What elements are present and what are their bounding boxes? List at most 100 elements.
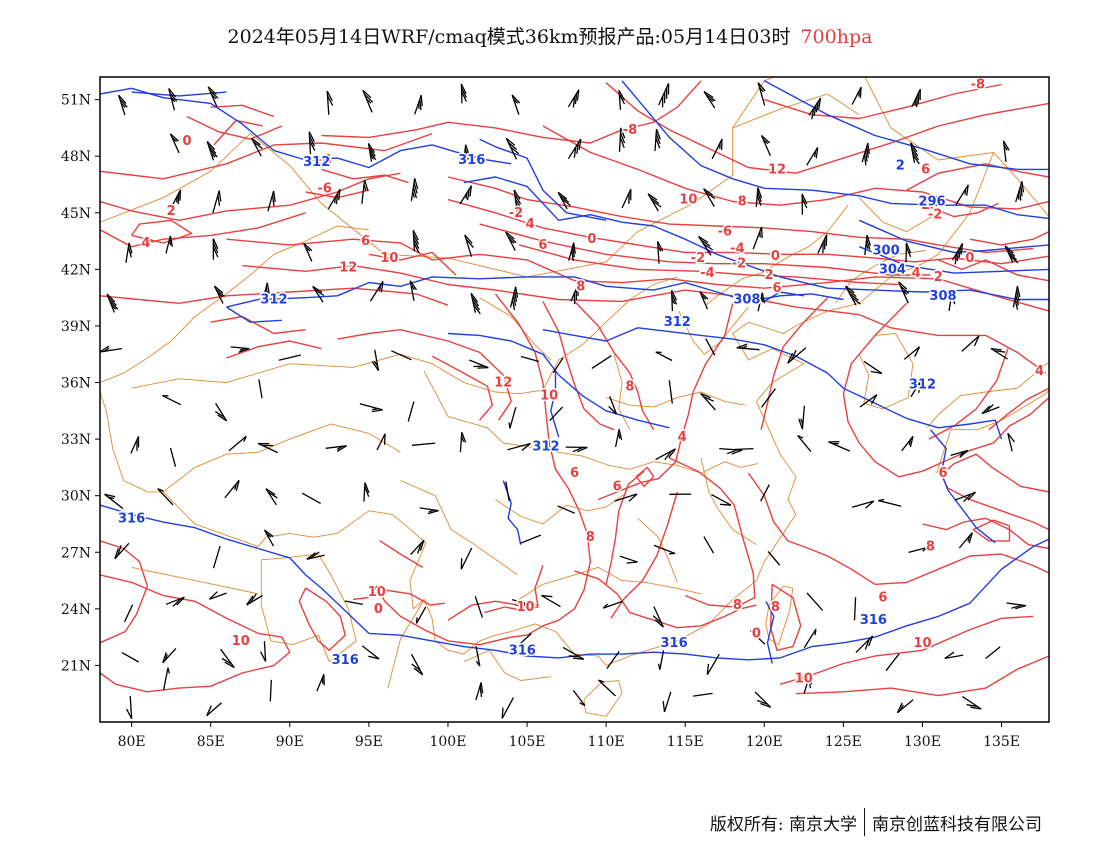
boundary-line <box>400 480 518 576</box>
wind-barb <box>258 442 278 454</box>
temperature-label: 4 <box>141 236 150 251</box>
wind-barb <box>224 479 240 499</box>
geopotential-isoline <box>763 80 1049 171</box>
wind-barb <box>955 184 969 205</box>
temperature-label: 2 <box>934 270 943 285</box>
temperature-isoline <box>186 115 283 140</box>
temperature-isoline <box>479 223 931 276</box>
wind-barb <box>316 674 325 692</box>
wind-barb <box>505 137 520 160</box>
boundary-line <box>993 152 1049 217</box>
wind-barb <box>325 445 347 452</box>
wind-barb <box>106 293 119 313</box>
lon-tick-label: 130E <box>904 734 941 750</box>
temperature-label: -2 <box>928 208 942 223</box>
wind-barb <box>606 651 620 669</box>
wind-barb <box>269 679 272 702</box>
wind-barb <box>362 89 374 113</box>
wind-barb <box>371 349 380 371</box>
lon-tick-label: 110E <box>588 734 625 750</box>
boundary-line <box>495 493 626 525</box>
temperature-isoline <box>605 82 1049 174</box>
boundary-line <box>100 391 259 548</box>
wind-barb <box>905 242 912 263</box>
lat-tick-label: 42N <box>61 262 91 278</box>
wind-barb <box>511 94 521 115</box>
temperature-isoline <box>747 472 1049 585</box>
wind-barb <box>700 392 716 411</box>
wind-barb <box>206 702 223 717</box>
wind-barb <box>570 280 581 305</box>
wind-barb <box>278 354 302 361</box>
wind-barb <box>251 137 263 157</box>
temperature-label: -4 <box>730 242 744 257</box>
wind-barb <box>213 285 226 304</box>
temperature-isoline <box>321 80 702 144</box>
wind-barb <box>608 396 618 415</box>
wind-barb <box>541 594 561 608</box>
wind-barb <box>509 286 519 311</box>
wind-barb <box>653 544 676 555</box>
wind-barb <box>693 692 713 697</box>
temperature-label: 10 <box>679 193 697 208</box>
temperature-label: 6 <box>878 591 887 606</box>
geopotential-label: 296 <box>918 195 945 210</box>
temperature-isoline <box>368 251 457 276</box>
wind-barb <box>376 433 386 451</box>
boundary-line <box>605 391 746 408</box>
wind-barb <box>614 493 638 502</box>
wind-barb <box>162 647 177 664</box>
wind-barb <box>736 343 760 351</box>
wind-barb <box>757 292 766 312</box>
temperature-isoline <box>760 297 829 430</box>
geopotential-isoline <box>502 480 522 545</box>
wind-barb <box>806 147 819 166</box>
wind-barb <box>361 179 369 204</box>
temperature-isoline <box>542 301 615 431</box>
latitude-axis: 51N 48N 45N 42N 39N 36N 33N 30N 27N 24N 21N <box>61 93 100 674</box>
temperature-isoline <box>447 198 1049 265</box>
wind-barb <box>755 187 763 207</box>
temperature-isoline <box>100 574 291 693</box>
wind-barb <box>844 285 861 306</box>
wind-barb <box>908 546 928 554</box>
geopotential-isoline <box>463 176 1049 301</box>
temperature-label: -2 <box>691 251 705 266</box>
wind-barb <box>369 280 384 302</box>
wind-barb <box>565 446 588 453</box>
temperature-label: 4 <box>678 430 687 445</box>
wind-barb <box>460 547 473 570</box>
wind-barb <box>602 600 623 609</box>
wind-barb <box>861 142 870 166</box>
lon-tick-label: 100E <box>429 734 466 750</box>
temperature-label: 10 <box>795 672 813 687</box>
wind-barb <box>598 679 616 697</box>
temperature-isoline <box>574 570 757 629</box>
geopotential-label: 316 <box>118 511 145 526</box>
geopotential-label: 2 <box>896 159 905 174</box>
wind-barb <box>767 550 781 566</box>
temperature-label: -8 <box>971 78 985 93</box>
temperature-label: 0 <box>587 232 596 247</box>
footer-divider <box>864 808 865 836</box>
wind-barb <box>361 645 380 660</box>
wind-barb <box>212 545 221 569</box>
temperature-label: 2 <box>167 204 176 219</box>
temperature-label: -2 <box>732 257 746 272</box>
geopotential-isoline <box>858 246 1049 274</box>
temperature-isoline <box>298 587 346 651</box>
temperature-isoline <box>100 172 401 221</box>
pressure-level-label: 700hpa <box>800 26 873 48</box>
lat-tick-label: 21N <box>61 658 91 674</box>
lat-tick-label: 36N <box>61 376 91 392</box>
wind-barb <box>162 394 182 406</box>
temperature-isoline <box>484 565 544 614</box>
wind-barb <box>468 359 489 369</box>
wind-barb <box>711 138 723 160</box>
wind-barb <box>954 491 977 503</box>
temperature-label: 10 <box>516 600 534 615</box>
temperature-label: 0 <box>965 251 974 266</box>
wind-barb <box>303 242 313 262</box>
wind-barb <box>126 695 133 720</box>
temperature-isoline <box>100 540 149 644</box>
